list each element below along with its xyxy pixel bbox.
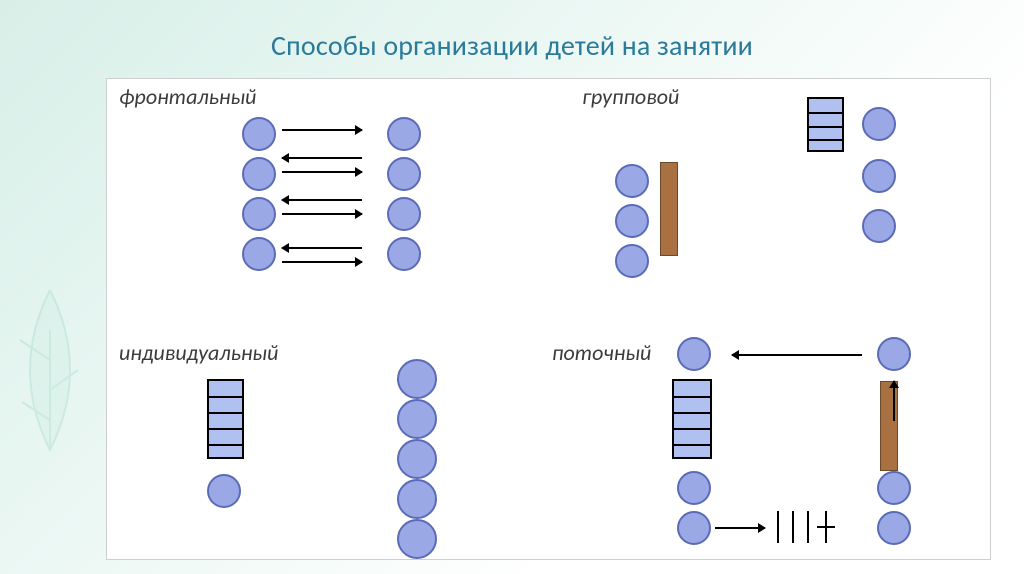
child-circle: [242, 117, 276, 151]
obstacle-crossbar: [817, 526, 835, 528]
child-circle: [242, 197, 276, 231]
arrow-left: [282, 199, 362, 201]
arrow-right: [282, 261, 362, 263]
quadrant-label: индивидуальный: [119, 339, 278, 366]
ladder-icon: [672, 379, 712, 459]
arrow-right: [282, 171, 362, 173]
child-circle: [677, 337, 711, 371]
obstacle-bar: [777, 511, 779, 543]
child-circle: [615, 204, 649, 238]
arrow-left: [282, 247, 362, 249]
child-circle: [397, 399, 437, 439]
child-circle: [387, 237, 421, 271]
child-circle: [397, 439, 437, 479]
equipment-bar: [660, 162, 678, 256]
decorative-leaf: [0, 290, 100, 570]
child-circle: [677, 511, 711, 545]
arrow-left: [732, 354, 862, 356]
obstacle-bar: [807, 511, 809, 543]
equipment-bar: [880, 381, 898, 471]
child-circle: [387, 157, 421, 191]
page-title: Способы организации детей на занятии: [0, 28, 1024, 63]
arrow-left: [282, 157, 362, 159]
child-circle: [877, 511, 911, 545]
child-circle: [877, 337, 911, 371]
child-circle: [397, 359, 437, 399]
child-circle: [387, 197, 421, 231]
child-circle: [387, 117, 421, 151]
child-circle: [242, 237, 276, 271]
child-circle: [677, 471, 711, 505]
child-circle: [615, 244, 649, 278]
quadrant-label: поточный: [552, 339, 651, 366]
child-circle: [397, 479, 437, 519]
arrow-right: [282, 129, 362, 131]
quadrant-label: фронтальный: [119, 83, 256, 110]
ladder-icon: [807, 97, 844, 152]
quadrant-label: групповой: [582, 83, 679, 110]
child-circle: [397, 519, 437, 559]
obstacle-bar: [792, 511, 794, 543]
child-circle: [862, 159, 896, 193]
child-circle: [207, 474, 241, 508]
arrow-up: [893, 381, 895, 421]
ladder-icon: [207, 379, 244, 459]
arrow-right: [715, 527, 765, 529]
diagram-panel: фронтальный групповой индивидуальный поточн…: [106, 78, 991, 560]
child-circle: [862, 107, 896, 141]
arrow-right: [282, 213, 362, 215]
child-circle: [242, 157, 276, 191]
child-circle: [615, 164, 649, 198]
child-circle: [877, 471, 911, 505]
child-circle: [862, 209, 896, 243]
